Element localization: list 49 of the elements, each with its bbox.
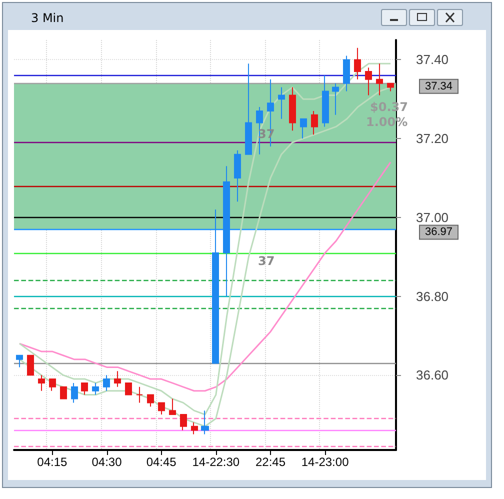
ref-line-label: 37.34 bbox=[425, 80, 453, 92]
candlestick bbox=[92, 382, 99, 396]
y-tick-label: 36.60 bbox=[416, 368, 449, 383]
x-tick-label: 14-22:30 bbox=[192, 455, 240, 469]
candlestick bbox=[147, 394, 154, 408]
candlestick bbox=[27, 354, 34, 376]
x-tick-label: 04:15 bbox=[37, 455, 68, 469]
candlestick bbox=[300, 118, 307, 140]
x-tick-label: 14-23:00 bbox=[301, 455, 350, 469]
candlestick bbox=[234, 150, 241, 202]
candlestick bbox=[311, 110, 318, 136]
candlestick bbox=[71, 382, 78, 404]
candlestick bbox=[201, 410, 209, 435]
y-tick-label: 37.00 bbox=[416, 210, 449, 225]
candlestick bbox=[38, 374, 45, 392]
candlestick bbox=[212, 209, 219, 364]
candlestick bbox=[136, 386, 143, 404]
annotation: 37 bbox=[258, 254, 275, 268]
y-tick-label: 37.20 bbox=[416, 131, 449, 146]
x-tick-label: 04:45 bbox=[146, 455, 177, 469]
x-tick-label: 04:30 bbox=[92, 455, 122, 469]
ref-line-label: 36.97 bbox=[425, 226, 453, 238]
candlestick bbox=[60, 386, 67, 400]
candlestick bbox=[125, 382, 132, 396]
line-series bbox=[18, 161, 392, 392]
candlestick bbox=[354, 47, 361, 80]
candlestick bbox=[180, 414, 187, 431]
candlestick bbox=[322, 74, 329, 128]
y-tick-label: 36.80 bbox=[416, 288, 449, 304]
candlestick bbox=[365, 67, 372, 96]
candlestick bbox=[169, 398, 176, 416]
candlestick bbox=[223, 166, 230, 297]
candlestick bbox=[278, 86, 285, 120]
candlestick bbox=[16, 354, 23, 368]
x-tick-label: 22:45 bbox=[255, 455, 286, 469]
candlestick bbox=[158, 402, 165, 416]
candlestick bbox=[81, 382, 88, 396]
candlestick bbox=[376, 63, 383, 96]
candlestick bbox=[387, 82, 394, 92]
candlestick bbox=[332, 82, 339, 116]
candlestick bbox=[49, 378, 56, 392]
y-tick-label: 37.40 bbox=[416, 52, 449, 68]
candlestick bbox=[191, 422, 198, 435]
candlestick bbox=[103, 374, 110, 392]
candlestick bbox=[114, 370, 121, 388]
candlestick bbox=[245, 63, 252, 155]
candlestick bbox=[289, 86, 296, 132]
chart-title: 3 Min bbox=[31, 11, 64, 25]
candlestick bbox=[343, 55, 350, 92]
